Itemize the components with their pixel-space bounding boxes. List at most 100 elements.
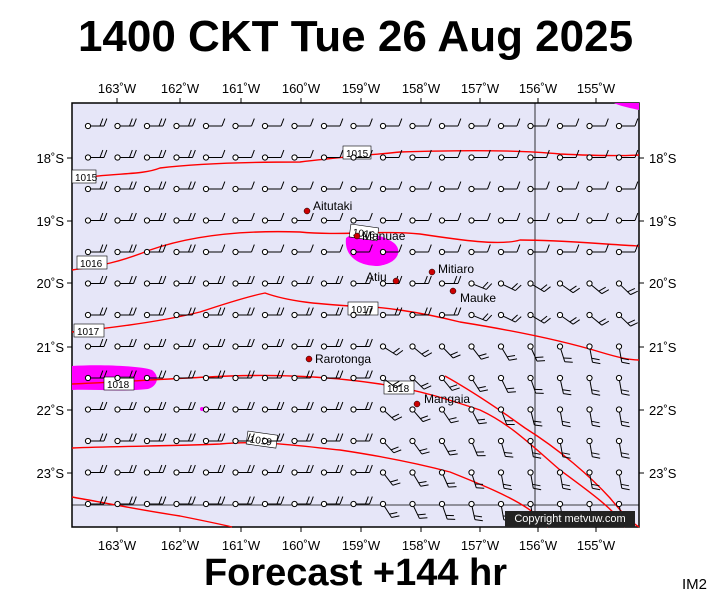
- wind-barb-station: [438, 469, 446, 476]
- place-markers: Aitutaki Manuae Atiu Mitiaro Mauke Rarot…: [303, 199, 496, 408]
- wind-barb-flag: [162, 212, 167, 221]
- wind-barb-flag: [620, 483, 630, 487]
- lon-label: 160˚W: [282, 538, 321, 553]
- wind-barb-station: [84, 248, 92, 256]
- wind-barb-flag: [598, 286, 606, 292]
- wind-barb-station: [379, 185, 387, 193]
- wind-barb-station: [379, 437, 387, 445]
- wind-barb-station: [615, 311, 623, 319]
- wind-barb-flag: [133, 338, 137, 347]
- wind-barb-flag: [217, 307, 222, 316]
- wind-barb-flag: [133, 464, 137, 473]
- wind-barb-station: [615, 437, 623, 445]
- wind-barb-station: [468, 248, 475, 256]
- wind-barb-flag: [158, 307, 163, 316]
- wind-barb-flag: [546, 244, 550, 253]
- wind-barb-flag: [605, 212, 609, 221]
- wind-barb-flag: [280, 338, 285, 347]
- wind-barb-flag: [280, 307, 285, 316]
- wind-barb-flag: [129, 244, 133, 253]
- wind-barb-flag: [162, 464, 167, 473]
- wind-barb-flag: [421, 349, 429, 355]
- wind-barb-station: [556, 469, 564, 476]
- wind-barb-station: [497, 280, 505, 287]
- wind-barb-shaft: [559, 474, 564, 489]
- wind-barb-shaft: [589, 411, 593, 426]
- wind-barb-station: [438, 500, 446, 508]
- wind-barb-station: [291, 343, 298, 350]
- wind-barb-flag: [280, 244, 285, 253]
- wind-barb-station: [261, 248, 269, 256]
- wind-barb-flag: [482, 281, 489, 289]
- wind-barb-flag: [310, 496, 314, 505]
- wind-barb-flag: [133, 307, 137, 316]
- wind-barb-flag: [369, 244, 373, 253]
- wind-barb-station: [586, 280, 593, 287]
- lon-labels-top: 163˚W 162˚W 161˚W 160˚W 159˚W 158˚W 157˚…: [98, 81, 616, 96]
- wind-barb-flag: [192, 307, 196, 316]
- wind-barb-station: [232, 437, 239, 445]
- wind-barb-station: [320, 122, 328, 130]
- lon-label: 159˚W: [342, 81, 381, 96]
- wind-barb-shaft: [384, 442, 395, 454]
- wind-barb-flag: [422, 418, 431, 423]
- wind-barb-shaft: [530, 380, 537, 394]
- wind-barb-flag: [310, 118, 314, 127]
- isobar-labels: 1015 1015 1016 1016 1017 1017 1018 1018 …: [71, 145, 415, 449]
- wind-barb-station: [291, 154, 298, 161]
- wind-barb-flag: [419, 517, 428, 519]
- wind-barb-station: [556, 122, 564, 130]
- wind-barb-flag: [217, 433, 222, 442]
- wind-barb-flag: [394, 307, 399, 316]
- wind-barb-flag: [457, 212, 462, 221]
- wind-barb-flag: [627, 319, 636, 324]
- wind-barb-station: [350, 343, 357, 350]
- wind-barb-shaft: [500, 474, 505, 489]
- wind-barb-station: [114, 469, 121, 476]
- wind-barb-flag: [99, 496, 104, 505]
- wind-barb-station: [173, 280, 180, 287]
- wind-barb-flag: [103, 338, 108, 347]
- wind-barb-station: [291, 280, 298, 287]
- wind-barb-flag: [365, 307, 369, 316]
- wind-barb-station: [320, 185, 328, 193]
- wind-barb-flag: [103, 464, 108, 473]
- wind-barb-station: [232, 311, 239, 319]
- wind-barb-station: [114, 248, 121, 256]
- wind-barb-flag: [221, 464, 226, 473]
- wind-barb-station: [497, 185, 505, 193]
- wind-barb-station: [202, 406, 210, 413]
- wind-barb-flag: [251, 149, 255, 158]
- wind-barb-station: [202, 248, 210, 256]
- wind-barb-flag: [192, 181, 196, 190]
- wind-barb-flag: [251, 433, 255, 442]
- wind-barb-flag: [280, 181, 285, 190]
- wind-barb-flag: [418, 480, 427, 484]
- place-mangaia: Mangaia: [424, 392, 470, 406]
- wind-barb-station: [468, 500, 475, 508]
- wind-barb-flag: [310, 433, 314, 442]
- atiu-dot: [392, 277, 400, 285]
- wind-barb-flag: [398, 275, 403, 284]
- wind-barb-flag: [251, 212, 255, 221]
- wind-barb-station: [320, 343, 328, 350]
- wind-barb-flag: [540, 315, 548, 322]
- wind-barb-station: [84, 185, 92, 193]
- wind-barb-flag: [457, 181, 462, 190]
- lon-label: 156˚W: [519, 538, 558, 553]
- wind-barb-station: [202, 374, 210, 382]
- wind-barb-station: [556, 311, 564, 319]
- wind-barb-flag: [562, 424, 571, 428]
- wind-barb-station: [84, 311, 92, 319]
- wind-barb-flag: [162, 401, 167, 410]
- wind-barb-station: [173, 217, 180, 224]
- wind-barb-flag: [339, 496, 344, 505]
- wind-barb-shaft: [383, 505, 392, 518]
- wind-barb-flag: [221, 244, 226, 253]
- wind-barb-flag: [280, 401, 285, 410]
- wind-barb-station: [320, 374, 328, 382]
- wind-barb-station: [114, 437, 121, 445]
- wind-barb-station: [232, 406, 239, 413]
- wind-barb-flag: [192, 275, 196, 284]
- wind-barb-shaft: [561, 284, 574, 294]
